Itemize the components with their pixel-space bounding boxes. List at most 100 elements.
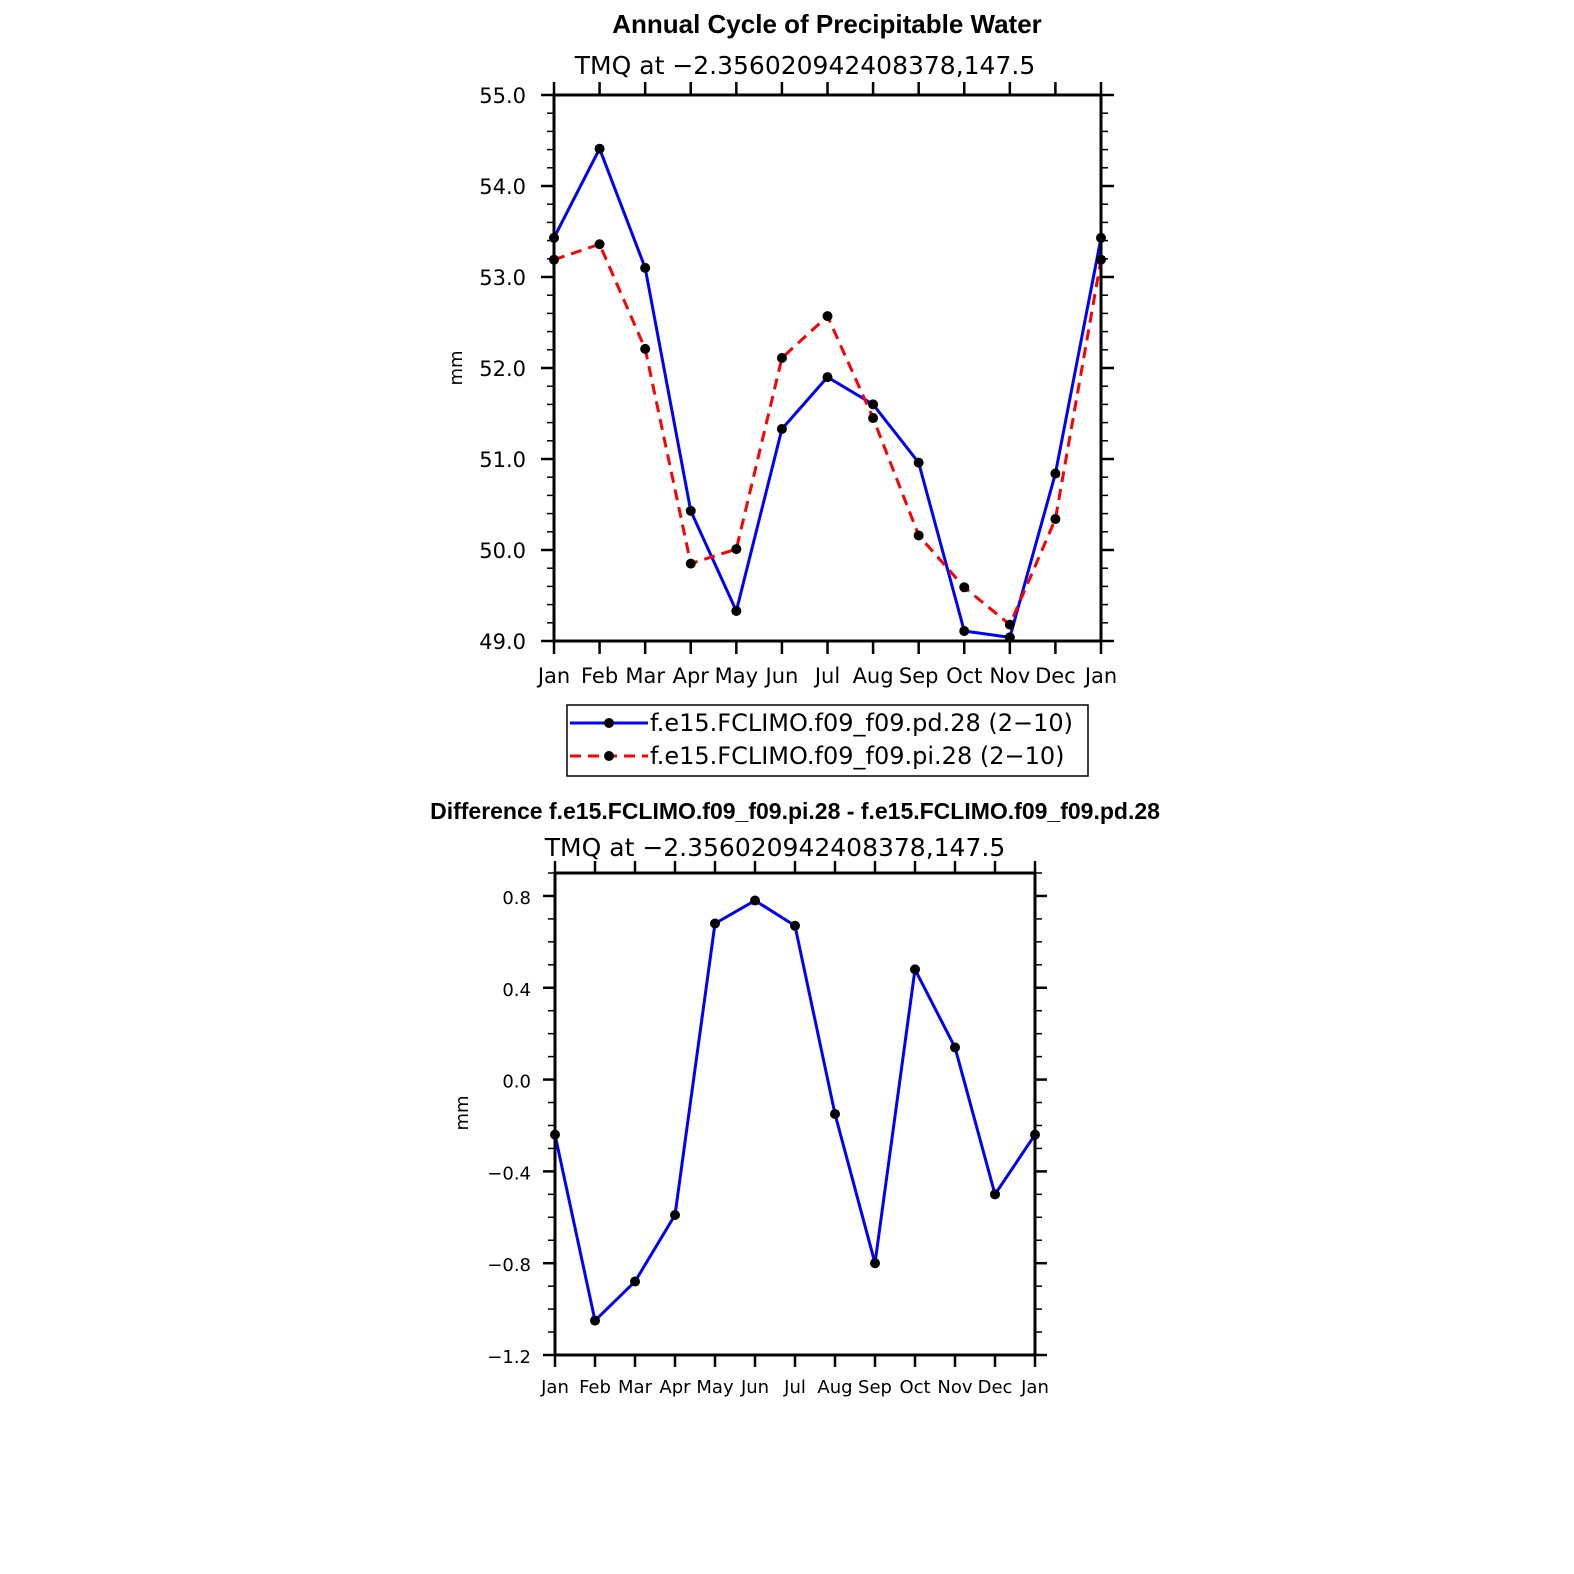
chart2-plot-frame [553, 871, 1037, 1357]
data-point [750, 895, 760, 906]
x-tick-label: Sep [858, 1377, 892, 1398]
y-tick-label: 49.0 [479, 630, 526, 654]
y-tick-label: −0.8 [487, 1255, 531, 1276]
data-point [910, 964, 920, 975]
data-point [731, 544, 742, 555]
chart2-subtitle: TMQ at −2.356020942408378,147.5 [544, 833, 1005, 862]
legend-marker-pd [604, 718, 614, 728]
y-tick-label: 0.8 [502, 888, 531, 909]
x-tick-label: Jun [764, 664, 799, 688]
data-point [594, 239, 605, 250]
chart1-plot-frame [552, 93, 1103, 643]
x-tick-label: Dec [978, 1377, 1013, 1398]
data-point [822, 372, 833, 383]
x-tick-label: Jan [1020, 1377, 1049, 1398]
y-tick-label: 53.0 [479, 266, 526, 290]
series-line-0 [553, 899, 1037, 1323]
data-point [990, 1189, 1000, 1200]
x-tick-label: Jun [740, 1377, 769, 1398]
data-point [710, 918, 720, 929]
data-point [959, 582, 970, 593]
data-point [959, 625, 970, 636]
series-line-1 [553, 242, 1103, 627]
x-tick-label: Dec [1035, 664, 1076, 688]
y-tick-label: 0.4 [502, 980, 531, 1001]
data-point [776, 352, 787, 363]
legend-label-pd: f.e15.FCLIMO.f09_f09.pd.28 (2−10) [650, 709, 1073, 737]
data-point [913, 530, 924, 541]
chart1-ticks [541, 82, 1114, 654]
x-tick-label: Jan [536, 664, 570, 688]
data-point [594, 143, 605, 154]
chart1-ylabel: mm [446, 350, 467, 385]
y-tick-label: 55.0 [479, 84, 526, 108]
x-tick-label: Aug [853, 664, 894, 688]
y-tick-label: 54.0 [479, 175, 526, 199]
chart1-series [549, 143, 1106, 643]
data-point [1050, 514, 1061, 525]
y-tick-label: 50.0 [479, 539, 526, 563]
chart1-subtitle: TMQ at −2.356020942408378,147.5 [574, 51, 1035, 80]
series-line-0 [552, 147, 1103, 639]
x-tick-label: Apr [673, 664, 710, 688]
y-tick-label: −0.4 [487, 1163, 531, 1184]
x-tick-label: Oct [946, 664, 982, 688]
difference-chart: Difference f.e15.FCLIMO.f09_f09.pi.28 - … [430, 798, 1160, 1398]
x-tick-label: Nov [989, 664, 1030, 688]
data-point [685, 505, 696, 516]
chart2-ylabel: mm [452, 1095, 473, 1130]
data-point [640, 262, 651, 273]
x-tick-label: Jan [1083, 664, 1117, 688]
x-tick-label: Apr [659, 1377, 691, 1398]
data-point [870, 1258, 880, 1269]
data-point [1050, 468, 1061, 479]
x-tick-label: Sep [899, 664, 939, 688]
chart1-y-tick-labels: 49.0 50.0 51.0 52.0 53.0 54.0 55.0 [479, 84, 526, 654]
chart1-title: Annual Cycle of Precipitable Water [612, 9, 1042, 39]
chart2-series [550, 895, 1040, 1326]
legend-label-pi: f.e15.FCLIMO.f09_f09.pi.28 (2−10) [650, 742, 1064, 770]
data-point [640, 343, 651, 354]
chart1-x-tick-labels: Jan Feb Mar Apr May Jun Jul Aug Sep Oct Nov Dec Jan [536, 664, 1117, 688]
x-tick-label: Jan [540, 1377, 569, 1398]
x-tick-label: Mar [618, 1377, 653, 1398]
chart2-y-tick-labels: −1.2 −0.8 −0.4 0.0 0.4 0.8 [487, 888, 531, 1368]
legend-entry-pd: f.e15.FCLIMO.f09_f09.pd.28 (2−10) [570, 709, 1073, 737]
data-point [685, 558, 696, 569]
x-tick-label: Nov [937, 1377, 972, 1398]
chart2-x-tick-labels: Jan Feb Mar Apr May Jun Jul Aug Sep Oct Nov Dec Jan [540, 1377, 1049, 1398]
x-tick-label: Aug [817, 1377, 852, 1398]
y-tick-label: 51.0 [479, 448, 526, 472]
legend-entry-pi: f.e15.FCLIMO.f09_f09.pi.28 (2−10) [570, 742, 1064, 770]
data-point [950, 1042, 960, 1053]
chart1-legend: f.e15.FCLIMO.f09_f09.pd.28 (2−10) f.e15.… [566, 704, 1089, 777]
data-point [590, 1315, 600, 1326]
data-point [1004, 619, 1015, 630]
x-tick-label: May [696, 1377, 734, 1398]
data-point [790, 920, 800, 931]
x-tick-label: Feb [581, 664, 618, 688]
data-point [630, 1276, 640, 1287]
x-tick-label: Jul [813, 664, 840, 688]
data-point [776, 423, 787, 434]
y-tick-label: 0.0 [502, 1072, 531, 1093]
x-tick-label: Feb [579, 1377, 611, 1398]
data-point [830, 1109, 840, 1119]
x-tick-label: Mar [625, 664, 665, 688]
data-point [868, 399, 879, 410]
data-point [670, 1209, 680, 1220]
x-tick-label: Jul [783, 1377, 806, 1398]
y-tick-label: −1.2 [487, 1347, 531, 1368]
y-tick-label: 52.0 [479, 357, 526, 381]
data-point [913, 457, 924, 468]
legend-marker-pi [604, 751, 614, 761]
legend-box [566, 704, 1089, 777]
data-point [822, 311, 833, 322]
x-tick-label: Oct [899, 1377, 930, 1398]
data-point [731, 605, 742, 616]
x-tick-label: May [715, 664, 758, 688]
data-point [868, 413, 879, 424]
chart2-title: Difference f.e15.FCLIMO.f09_f09.pi.28 - … [430, 798, 1160, 824]
annual-cycle-chart: Annual Cycle of Precipitable Water TMQ a… [446, 9, 1117, 777]
